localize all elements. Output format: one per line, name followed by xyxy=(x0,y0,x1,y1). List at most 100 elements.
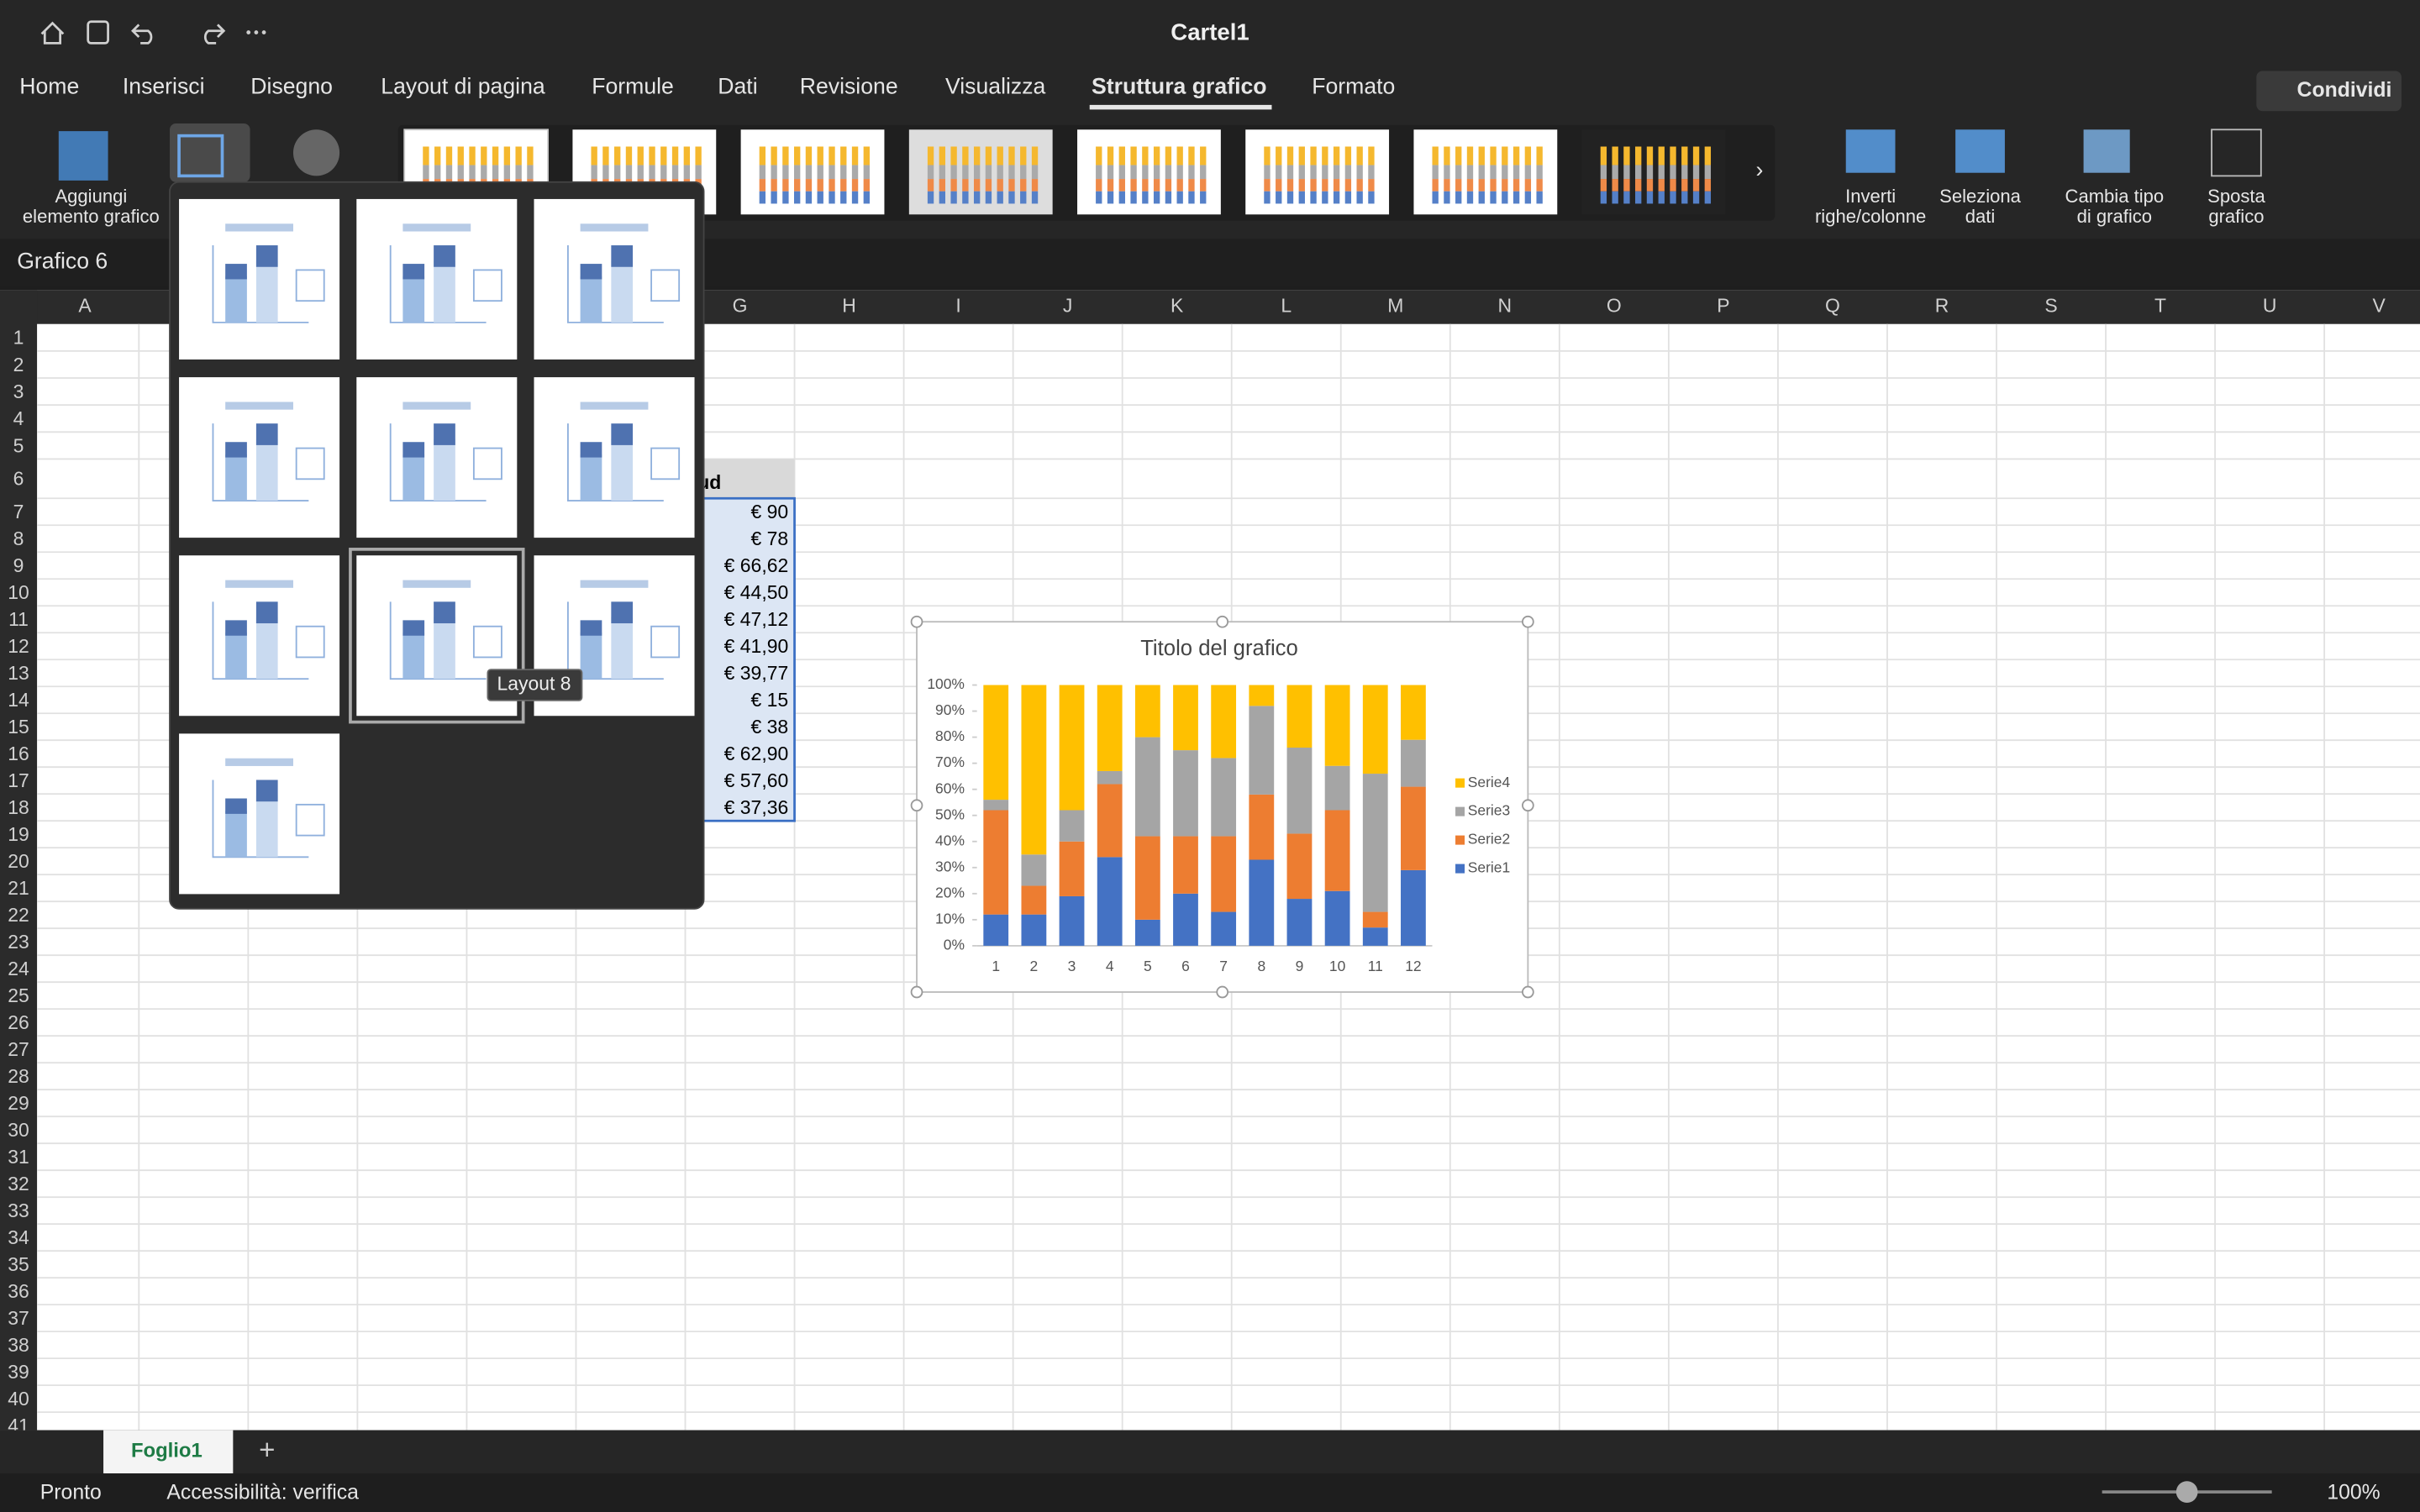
select-data-icon[interactable] xyxy=(1955,129,2005,173)
style-bar xyxy=(695,146,702,165)
column-header: J xyxy=(1063,295,1072,317)
ribbon-label: Inverti xyxy=(1845,186,1896,207)
resize-handle[interactable] xyxy=(910,799,923,812)
status-accessibility[interactable]: Accessibilità: verifica xyxy=(166,1482,359,1504)
style-bar xyxy=(1646,191,1654,204)
colors-button[interactable] xyxy=(292,129,340,176)
style-bar xyxy=(492,146,499,165)
thumb-bar xyxy=(611,617,634,680)
bar-segment xyxy=(1059,841,1085,896)
thumb-title xyxy=(580,223,649,232)
thumb-bar xyxy=(611,423,634,445)
resize-handle[interactable] xyxy=(1522,799,1534,812)
tab[interactable]: Disegno xyxy=(250,74,333,99)
ribbon-label: Aggiungi xyxy=(55,186,127,207)
thumb-bar xyxy=(255,245,278,267)
cell-value: € 44,50 xyxy=(724,581,789,603)
style-bar xyxy=(1600,165,1607,180)
style-bar xyxy=(1704,165,1712,180)
resize-handle[interactable] xyxy=(910,615,923,628)
move-chart-icon[interactable] xyxy=(2211,129,2262,177)
x-tick-label: 3 xyxy=(1068,958,1076,974)
thumb-bar xyxy=(255,438,278,501)
gallery-arrow[interactable]: › xyxy=(1755,157,1763,182)
resize-handle[interactable] xyxy=(1216,615,1229,628)
tab[interactable]: Visualizza xyxy=(945,74,1046,99)
style-bar xyxy=(1310,179,1317,192)
row-header: 37 xyxy=(8,1307,29,1329)
tab[interactable]: Home xyxy=(19,74,79,99)
style-bar xyxy=(602,146,609,165)
tab[interactable]: Formato xyxy=(1312,74,1395,99)
ribbon-label: righe/colonne xyxy=(1815,206,1926,227)
style-bar xyxy=(1344,179,1352,192)
style-bar xyxy=(1455,165,1462,180)
resize-handle[interactable] xyxy=(1522,985,1534,999)
style-bar xyxy=(1455,179,1462,192)
style-bar xyxy=(1536,191,1543,204)
style-bar xyxy=(1130,165,1137,180)
style-bar xyxy=(1502,179,1508,192)
style-bar xyxy=(851,191,859,204)
style-bar xyxy=(829,165,835,180)
row-header: 18 xyxy=(8,796,29,818)
style-bar xyxy=(1322,165,1328,180)
add-sheet[interactable]: + xyxy=(259,1435,275,1466)
resize-handle[interactable] xyxy=(1522,615,1534,628)
style-bar xyxy=(1344,146,1352,165)
bar-segment xyxy=(1249,706,1275,795)
style-bar xyxy=(1635,146,1642,165)
quick-layout-button[interactable] xyxy=(170,123,250,182)
resize-handle[interactable] xyxy=(910,985,923,999)
add-element-icon[interactable] xyxy=(58,131,108,181)
style-bar xyxy=(1635,179,1642,192)
tab[interactable]: Layout di pagina xyxy=(381,74,545,99)
style-bar xyxy=(1276,179,1282,192)
style-bar xyxy=(817,179,823,192)
quick-access[interactable] xyxy=(40,20,226,45)
thumb-bar xyxy=(255,780,278,802)
style-bar xyxy=(1031,191,1039,204)
resize-handle[interactable] xyxy=(1216,985,1229,999)
style-bar xyxy=(1176,179,1183,192)
style-bar xyxy=(840,179,847,192)
tab[interactable]: Revisione xyxy=(800,74,898,99)
column-header: H xyxy=(842,295,856,317)
bar-segment xyxy=(1286,748,1313,834)
style-bar xyxy=(1200,165,1207,180)
row-header: 39 xyxy=(8,1361,29,1383)
style-bar xyxy=(515,165,522,180)
style-bar xyxy=(1188,165,1195,180)
style-bar xyxy=(1264,165,1270,180)
change-type-icon[interactable] xyxy=(2083,129,2130,173)
style-bar xyxy=(591,146,597,165)
share-button[interactable] xyxy=(2256,71,2402,112)
bar-segment xyxy=(1249,685,1275,706)
bar-segment xyxy=(1286,833,1313,900)
style-bar xyxy=(1646,165,1654,180)
legend-label: Serie2 xyxy=(1468,831,1510,848)
name-box[interactable]: Grafico 6 xyxy=(17,248,108,273)
thumb-bar xyxy=(225,454,247,501)
style-bar xyxy=(1512,191,1520,204)
switch-icon[interactable] xyxy=(1845,129,1896,173)
tab-active[interactable]: Struttura grafico xyxy=(1092,74,1267,99)
style-bar xyxy=(817,146,823,165)
tab[interactable]: Formule xyxy=(592,74,674,99)
style-bar xyxy=(851,179,859,192)
sheet-tab[interactable] xyxy=(103,1430,234,1474)
bar-segment xyxy=(1211,911,1237,946)
row-header: 27 xyxy=(8,1038,29,1060)
row-header: 6 xyxy=(13,468,24,490)
bar-segment xyxy=(1097,770,1123,785)
tab[interactable]: Inserisci xyxy=(123,74,205,99)
style-bar xyxy=(1681,191,1688,204)
style-bar xyxy=(771,191,777,204)
style-bar xyxy=(457,146,464,165)
style-bar xyxy=(1681,165,1688,180)
style-bar xyxy=(1692,146,1700,165)
style-bar xyxy=(1142,165,1149,180)
tab[interactable]: Dati xyxy=(718,74,757,99)
thumb-legend xyxy=(472,447,502,480)
row-header: 14 xyxy=(8,689,29,711)
